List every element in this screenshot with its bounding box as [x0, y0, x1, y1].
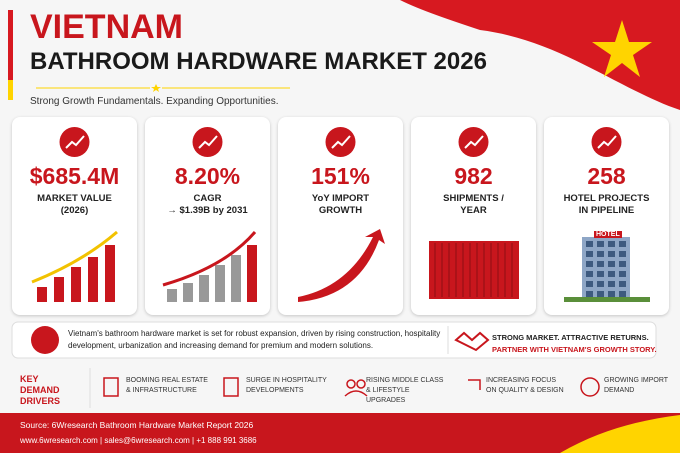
- driver: RISING MIDDLE CLASS & LIFESTYLE UPGRADES: [366, 377, 444, 404]
- cta-1: STRONG MARKET. ATTRACTIVE RETURNS.: [492, 333, 649, 342]
- stat-value: $685.4M: [29, 163, 120, 189]
- card-art: [31, 127, 118, 302]
- stat-value: 151%: [311, 163, 370, 189]
- stat-value: 982: [454, 163, 493, 189]
- card-art: [429, 127, 519, 299]
- stat-label-line: YoY IMPORT: [311, 193, 370, 204]
- stat-card: 8.20% CAGR → $1.39B by 2031: [145, 117, 270, 315]
- stat-card: 258 HOTEL PROJECTS IN PIPELINE HOTEL: [544, 117, 669, 315]
- driver: INCREASING FOCUS ON QUALITY & DESIGN: [486, 377, 564, 394]
- stat-card: $685.4M MARKET VALUE (2026): [12, 117, 137, 315]
- driver: GROWING IMPORT DEMAND: [604, 377, 668, 394]
- card-art: [564, 127, 650, 302]
- footer-contact: www.6wresearch.com | sales@6wresearch.co…: [20, 436, 257, 445]
- stat-sublabel: IN PIPELINE: [578, 205, 635, 216]
- stat-label: MARKET VALUE (2026): [12, 193, 137, 217]
- card-art: [162, 127, 257, 302]
- hotel-sign: HOTEL: [594, 231, 622, 238]
- card-art: [298, 127, 385, 302]
- driver: SURGE IN HOSPITALITY DEVELOPMENTS: [246, 377, 327, 394]
- stat-label-line: CAGR: [193, 193, 222, 204]
- stat-value: 8.20%: [174, 163, 241, 189]
- tagline: Strong Growth Fundamentals. Expanding Op…: [30, 96, 279, 107]
- stat-card: 982 SHIPMENTS / YEAR: [411, 117, 536, 315]
- drivers-title: KEY DEMAND DRIVERS: [20, 374, 61, 406]
- summary-text: Vietnam's bathroom hardware market is se…: [68, 329, 441, 350]
- stat-sublabel: YEAR: [460, 205, 487, 216]
- stat-label: CAGR → $1.39B by 2031: [145, 193, 270, 217]
- cta-2: PARTNER WITH VIETNAM'S GROWTH STORY.: [492, 345, 657, 354]
- stat-label: SHIPMENTS / YEAR: [411, 193, 536, 217]
- stat-card: 151% YoY IMPORT GROWTH: [278, 117, 403, 315]
- title: VIETNAM: [30, 8, 183, 46]
- stat-sublabel: (2026): [60, 205, 89, 216]
- stat-sublabel: → $1.39B by 2031: [167, 205, 248, 216]
- footer-source: Source: 6Wresearch Bathroom Hardware Mar…: [20, 420, 254, 430]
- stat-sublabel: GROWTH: [318, 205, 363, 216]
- subtitle: BATHROOM HARDWARE MARKET 2026: [30, 48, 487, 75]
- stat-label-line: HOTEL PROJECTS: [563, 193, 650, 204]
- stat-label-line: SHIPMENTS /: [443, 193, 504, 204]
- stat-value: 258: [587, 163, 626, 189]
- stat-label-line: MARKET VALUE: [37, 193, 112, 204]
- driver: BOOMING REAL ESTATE & INFRASTRUCTURE: [126, 377, 208, 394]
- stat-label: HOTEL PROJECTS IN PIPELINE: [544, 193, 669, 217]
- stat-label: YoY IMPORT GROWTH: [278, 193, 403, 217]
